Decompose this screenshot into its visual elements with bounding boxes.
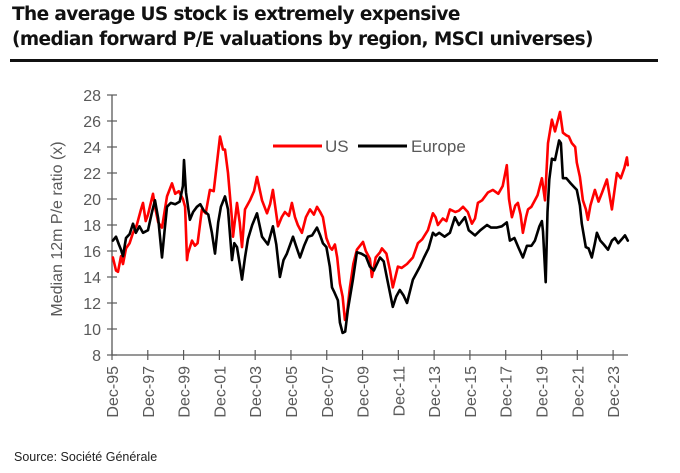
- legend: US Europe: [273, 137, 466, 156]
- y-tick-label: 24: [83, 140, 101, 157]
- legend-label-us: US: [325, 137, 349, 156]
- x-axis-ticks: Dec-95 Dec-97 Dec-99 Dec-01 Dec-03 Dec-05 Dec-…: [105, 350, 623, 418]
- series-group: [111, 110, 630, 335]
- x-tick-label: Dec-21: [570, 366, 587, 418]
- y-axis-ticks: 8 10 12 14 16 18 20 22 24 26 28: [83, 88, 117, 365]
- x-tick-label: Dec-15: [463, 366, 480, 418]
- x-tick-label: Dec-23: [606, 366, 623, 418]
- y-tick-label: 16: [83, 244, 101, 261]
- x-tick-label: Dec-97: [141, 366, 158, 418]
- y-tick-label: 26: [83, 114, 101, 131]
- title-line-1: The average US stock is extremely expens…: [12, 4, 460, 25]
- x-tick-label: Dec-03: [248, 366, 265, 418]
- y-tick-label: 18: [83, 218, 101, 235]
- y-tick-label: 10: [83, 322, 101, 339]
- y-tick-label: 14: [83, 270, 101, 287]
- x-tick-label: Dec-07: [320, 366, 337, 418]
- x-tick-label: Dec-13: [427, 366, 444, 418]
- x-tick-label: Dec-19: [535, 366, 552, 418]
- x-tick-label: Dec-09: [356, 366, 373, 418]
- y-tick-label: 12: [83, 296, 101, 313]
- x-tick-label: Dec-17: [499, 366, 516, 418]
- x-tick-label: Dec-05: [284, 366, 301, 418]
- source-note: Source: Société Générale: [14, 450, 158, 464]
- y-tick-label: 22: [83, 166, 101, 183]
- chart-title: The average US stock is extremely expens…: [12, 2, 660, 52]
- x-tick-label: Dec-99: [177, 366, 194, 418]
- title-underline: [10, 59, 658, 62]
- x-tick-label: Dec-01: [212, 366, 229, 418]
- y-axis-title: Median 12m P/e ratio (x): [49, 141, 66, 316]
- y-tick-label: 28: [83, 88, 101, 105]
- legend-label-europe: Europe: [411, 137, 466, 156]
- y-tick-label: 20: [83, 192, 101, 209]
- x-tick-label: Dec-95: [105, 366, 122, 418]
- y-tick-label: 8: [92, 348, 101, 365]
- title-line-2: (median forward P/E valuations by region…: [12, 29, 593, 50]
- x-tick-label: Dec-11: [391, 366, 408, 416]
- series-line-europe: [111, 139, 630, 335]
